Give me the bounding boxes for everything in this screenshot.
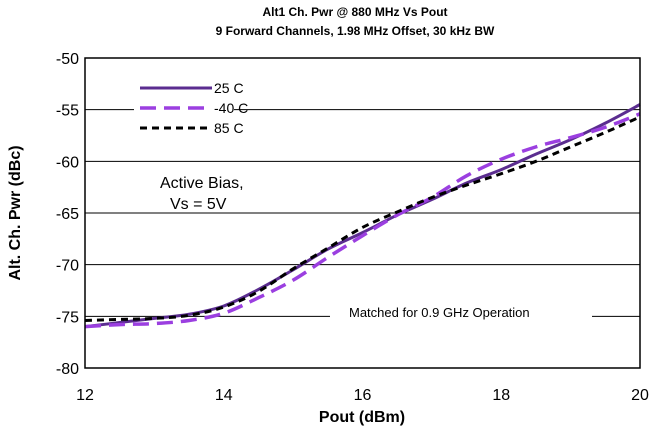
y-tick-label: -65 [56,206,79,223]
y-tick-labels: -50 -55 -60 -65 -70 -75 -80 [56,51,79,378]
y-tick-label: -60 [56,154,79,171]
series-line-0 [84,103,641,329]
y-axis-label: Alt. Ch. Pwr (dBc) [7,145,24,280]
plot-area [84,57,641,369]
legend: 25 C -40 C 85 C [140,80,248,136]
annotation-vs: Vs = 5V [170,196,227,213]
y-tick-label: -70 [56,258,79,275]
series-lines [84,103,641,329]
legend-background [134,70,234,138]
x-tick-labels: 12 14 16 18 20 [76,387,649,404]
legend-label: -40 C [214,100,248,116]
legend-label: 85 C [214,120,244,136]
annotation-box-background [330,300,592,324]
annotation-matched: Matched for 0.9 GHz Operation [349,305,530,320]
x-tick-label: 16 [354,387,372,404]
x-tick-label: 20 [631,387,649,404]
y-tick-label: -75 [56,309,79,326]
series-line-2 [84,115,641,322]
legend-label: 25 C [214,80,244,96]
annotation-active-bias: Active Bias, [160,175,244,192]
series-line-1 [84,112,641,329]
y-tick-label: -50 [56,51,79,68]
y-tick-label: -55 [56,103,79,120]
x-tick-label: 18 [492,387,510,404]
y-tick-label: -80 [56,361,79,378]
chart-title: Alt1 Ch. Pwr @ 880 MHz Vs Pout [262,5,447,19]
chart-subtitle: 9 Forward Channels, 1.98 MHz Offset, 30 … [216,24,495,38]
x-tick-label: 14 [215,387,233,404]
x-tick-label: 12 [76,387,94,404]
x-axis-label: Pout (dBm) [319,409,405,426]
